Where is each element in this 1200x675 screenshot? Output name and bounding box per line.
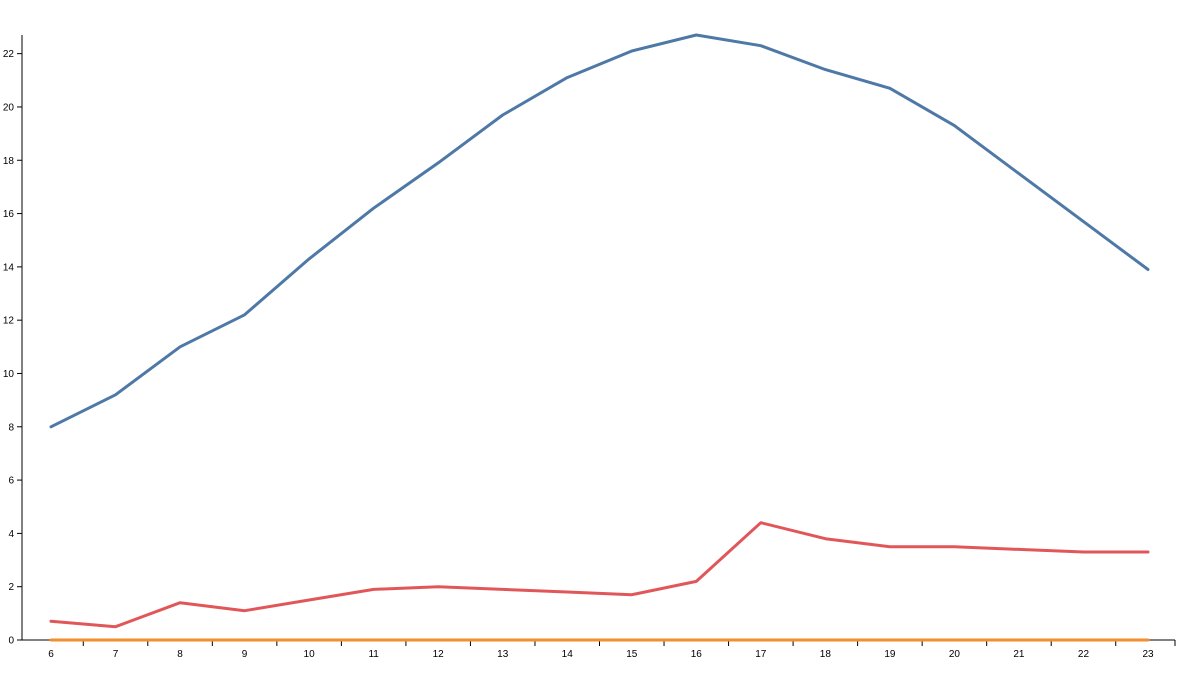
- series-line-2: [49, 521, 1150, 629]
- x-tick-label: 18: [820, 649, 832, 660]
- x-tick-label: 9: [242, 649, 248, 660]
- y-tick-label: 4: [8, 529, 14, 540]
- x-tick-label: 15: [626, 649, 638, 660]
- x-tick-label: 8: [177, 649, 183, 660]
- x-tick-label: 7: [113, 649, 119, 660]
- x-tick-label: 6: [48, 649, 54, 660]
- x-tick-label: 10: [304, 649, 316, 660]
- y-tick-label: 12: [3, 316, 15, 327]
- x-tick-label: 19: [884, 649, 896, 660]
- y-tick-label: 10: [3, 369, 15, 380]
- y-axis: 0 2 4 6 8 10 12 14 16 18 20 22: [3, 35, 23, 647]
- x-tick-label: 14: [562, 649, 574, 660]
- x-tick-label: 21: [1013, 649, 1025, 660]
- y-tick-label: 16: [3, 209, 15, 220]
- y-tick-label: 18: [3, 156, 15, 167]
- x-tick-label: 12: [433, 649, 445, 660]
- y-tick-label: 20: [3, 102, 15, 113]
- series-line-1: [49, 33, 1150, 429]
- y-tick-label: 0: [8, 636, 14, 647]
- x-tick-label: 23: [1142, 649, 1154, 660]
- x-axis: 6 7 8 9 10 11 12 13 14 15 16 17 18 19 20 21 22 23: [22, 639, 1176, 660]
- y-tick-label: 6: [8, 476, 14, 487]
- x-tick-label: 20: [949, 649, 961, 660]
- y-tick-label: 22: [3, 49, 15, 60]
- y-tick-label: 14: [3, 262, 15, 273]
- x-tick-label: 13: [497, 649, 509, 660]
- series-layer: [49, 33, 1150, 642]
- x-tick-label: 16: [691, 649, 703, 660]
- x-tick-label: 22: [1078, 649, 1090, 660]
- x-tick-label: 17: [755, 649, 767, 660]
- y-tick-label: 2: [8, 582, 14, 593]
- x-tick-label: 11: [368, 649, 379, 660]
- y-tick-label: 8: [8, 422, 14, 433]
